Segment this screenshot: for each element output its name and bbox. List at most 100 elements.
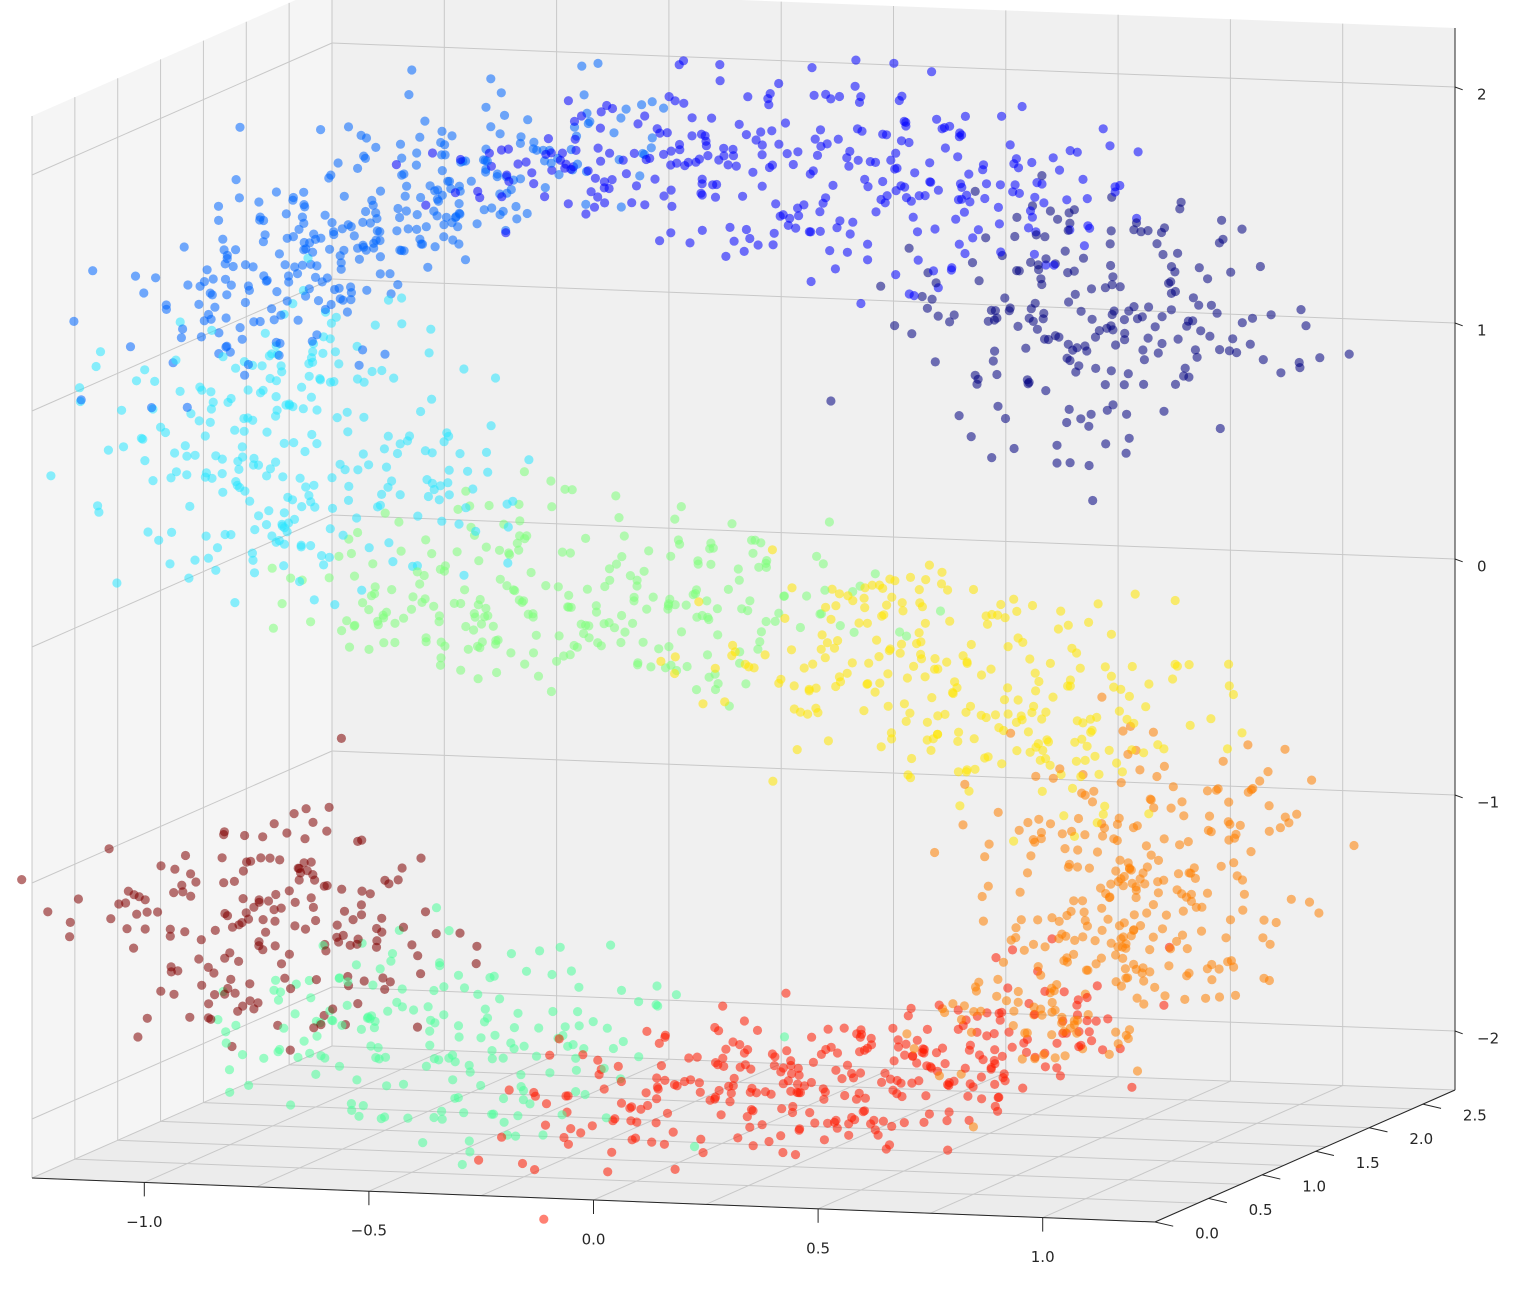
data-point — [962, 658, 972, 669]
data-point — [1026, 304, 1036, 314]
data-point — [1082, 992, 1092, 1003]
data-point — [707, 113, 717, 123]
data-point — [964, 786, 974, 796]
data-point — [812, 551, 822, 562]
data-point — [993, 807, 1003, 818]
data-point — [666, 551, 676, 561]
data-point — [1020, 1028, 1030, 1038]
data-point — [339, 191, 349, 201]
data-point — [142, 907, 152, 917]
data-point — [516, 132, 526, 142]
data-point — [1098, 831, 1108, 841]
data-point — [481, 167, 491, 177]
data-point — [316, 125, 326, 135]
data-point — [1106, 671, 1116, 681]
data-point — [439, 232, 449, 242]
data-point — [75, 383, 85, 393]
data-point — [264, 506, 274, 516]
data-point — [511, 201, 521, 212]
data-point — [652, 1094, 662, 1104]
data-point — [697, 225, 707, 235]
data-point — [358, 598, 368, 608]
data-point — [231, 245, 241, 255]
data-point — [328, 1004, 338, 1014]
data-point — [304, 284, 314, 294]
data-point — [248, 555, 258, 565]
data-point — [954, 411, 964, 421]
data-point — [91, 361, 101, 372]
data-point — [289, 809, 299, 819]
data-point — [940, 1059, 950, 1069]
data-point — [1135, 765, 1145, 775]
data-point — [655, 128, 665, 138]
data-point — [210, 925, 220, 936]
data-point — [261, 927, 271, 937]
data-point — [660, 1032, 670, 1042]
data-point — [311, 1069, 321, 1079]
data-point — [893, 1042, 904, 1052]
grid-line-z — [31, 42, 333, 176]
data-point — [872, 635, 882, 645]
data-point — [927, 67, 937, 77]
data-point — [1092, 981, 1102, 991]
data-point — [591, 607, 602, 617]
data-point — [218, 234, 228, 244]
data-point — [805, 1108, 815, 1118]
data-point — [440, 140, 450, 150]
data-point — [1017, 1054, 1027, 1064]
data-point — [311, 915, 321, 926]
data-point — [330, 347, 340, 357]
data-point — [1009, 594, 1019, 604]
data-point — [687, 131, 697, 141]
data-point — [747, 535, 757, 545]
data-point — [662, 1108, 673, 1118]
data-point — [724, 1081, 734, 1091]
data-point — [399, 613, 409, 623]
data-point — [487, 1046, 497, 1056]
data-point — [527, 168, 537, 178]
data-point — [106, 914, 116, 924]
data-point — [793, 1079, 803, 1089]
data-point — [220, 953, 230, 963]
data-point — [448, 1075, 458, 1085]
data-point — [364, 543, 374, 553]
data-point — [741, 679, 751, 689]
data-point — [916, 654, 927, 664]
data-point — [1084, 421, 1094, 431]
data-point — [943, 1145, 953, 1155]
data-point — [1116, 981, 1126, 991]
data-point — [995, 1015, 1005, 1025]
data-point — [964, 1045, 975, 1055]
data-point — [1032, 178, 1042, 188]
data-point — [521, 966, 532, 976]
data-point — [873, 1130, 883, 1140]
y-tick-label-mark — [1262, 1174, 1281, 1180]
data-point — [1255, 776, 1265, 786]
data-point — [728, 640, 738, 651]
data-point — [262, 471, 272, 481]
data-point — [1057, 829, 1067, 839]
data-point — [945, 121, 955, 131]
data-point — [176, 333, 186, 343]
data-point — [666, 185, 676, 195]
data-point — [218, 487, 228, 497]
data-point — [392, 448, 403, 459]
data-point — [394, 517, 404, 527]
data-point — [502, 581, 512, 591]
data-point — [1094, 769, 1104, 780]
data-point — [670, 668, 680, 679]
data-point — [217, 853, 227, 863]
data-point — [248, 415, 258, 425]
data-point — [1086, 284, 1097, 294]
data-point — [966, 432, 976, 442]
data-point — [1280, 812, 1290, 822]
data-point — [585, 117, 595, 127]
data-point — [1150, 322, 1160, 332]
data-point — [1073, 995, 1083, 1005]
data-point — [1037, 786, 1047, 797]
data-point — [357, 886, 367, 896]
data-point — [876, 742, 886, 752]
data-point — [936, 579, 947, 589]
data-point — [214, 328, 224, 338]
data-point — [1108, 400, 1118, 410]
